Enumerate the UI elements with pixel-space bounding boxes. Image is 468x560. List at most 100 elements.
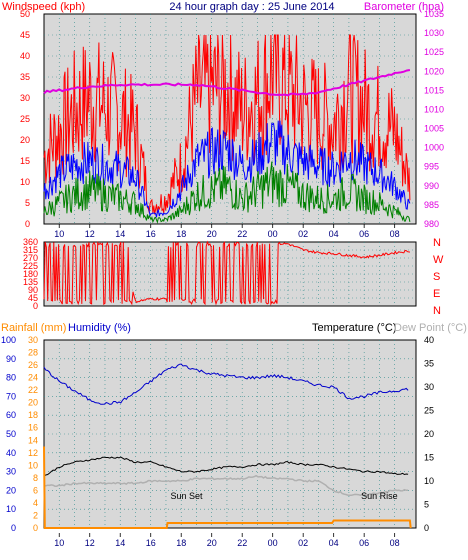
compass-label: W — [433, 254, 444, 266]
rainfall-tick-label: 24 — [28, 373, 38, 383]
wind-x-tick-label: 06 — [359, 229, 369, 239]
temperature-tick-label: 15 — [424, 453, 434, 463]
direction-tick-label: 180 — [23, 269, 38, 279]
barometer-tick-label: 1020 — [424, 66, 444, 76]
rainfall-tick-label: 28 — [28, 348, 38, 358]
humidity-axis-title: Humidity (%) — [68, 322, 131, 334]
wind-series-gust — [43, 34, 411, 215]
temp-x-tick-label: 22 — [237, 538, 247, 548]
wind-series-average — [43, 120, 411, 218]
humidity-tick-label: 40 — [6, 448, 16, 458]
humidity-tick-label: 100 — [1, 335, 16, 345]
temp-x-tick-label: 20 — [207, 538, 217, 548]
compass-label: N — [433, 305, 441, 317]
wind-x-tick-label: 00 — [268, 229, 278, 239]
barometer-tick-label: 1035 — [424, 9, 444, 19]
temperature-line — [43, 456, 409, 477]
direction-tick-label: 225 — [23, 261, 38, 271]
temp-x-tick-label: 14 — [115, 538, 125, 548]
windspeed-tick-label: 5 — [25, 198, 30, 208]
direction-tick-label: 135 — [23, 277, 38, 287]
wind-x-tick-label: 16 — [146, 229, 156, 239]
temperature-tick-label: 10 — [424, 476, 434, 486]
temperature-axis-title: Temperature (°C) — [312, 322, 396, 334]
temp-x-tick-label: 06 — [359, 538, 369, 548]
barometer-tick-label: 980 — [424, 219, 439, 229]
rainfall-tick-label: 20 — [28, 398, 38, 408]
dewpoint-axis-title: Dew Point (°C) — [394, 322, 467, 334]
barometer-tick-label: 985 — [424, 200, 439, 210]
rainfall-tick-label: 26 — [28, 360, 38, 370]
rainfall-tick-label: 30 — [28, 335, 38, 345]
rainfall-line — [43, 446, 412, 529]
rainfall-tick-label: 16 — [28, 423, 38, 433]
temp-x-tick-label: 04 — [329, 538, 339, 548]
wind-x-tick-label: 08 — [390, 229, 400, 239]
humidity-tick-label: 60 — [6, 410, 16, 420]
compass-label: N — [433, 237, 441, 249]
temperature-tick-label: 35 — [424, 359, 434, 369]
barometer-axis-title: Barometer (hpa) — [364, 1, 444, 13]
wind-x-tick-label: 12 — [85, 229, 95, 239]
barometer-tick-label: 1005 — [424, 124, 444, 134]
humidity-tick-label: 90 — [6, 354, 16, 364]
rainfall-tick-label: 10 — [28, 460, 38, 470]
humidity-tick-label: 30 — [6, 467, 16, 477]
wind-x-tick-label: 04 — [329, 229, 339, 239]
windspeed-tick-label: 50 — [20, 9, 30, 19]
wind-x-tick-label: 18 — [176, 229, 186, 239]
wind-series-low — [43, 161, 411, 224]
temp-x-tick-label: 10 — [54, 538, 64, 548]
temperature-tick-label: 0 — [424, 523, 429, 533]
dew-point-line — [43, 474, 409, 497]
direction-tick-label: 315 — [23, 245, 38, 255]
temp-x-tick-label: 00 — [268, 538, 278, 548]
windspeed-tick-label: 10 — [20, 177, 30, 187]
barometer-tick-label: 990 — [424, 181, 439, 191]
temperature-tick-label: 20 — [424, 429, 434, 439]
wind-x-tick-label: 20 — [207, 229, 217, 239]
temperature-tick-label: 40 — [424, 335, 434, 345]
chart-title: 24 hour graph day : 25 June 2014 — [169, 1, 334, 13]
temp-x-tick-label: 02 — [298, 538, 308, 548]
compass-label: E — [433, 288, 440, 300]
humidity-tick-label: 80 — [6, 373, 16, 383]
wind-x-tick-label: 10 — [54, 229, 64, 239]
sun-set-annotation: Sun Set — [171, 491, 204, 501]
windspeed-tick-label: 20 — [20, 135, 30, 145]
windspeed-tick-label: 0 — [25, 219, 30, 229]
temperature-tick-label: 5 — [424, 500, 429, 510]
rainfall-tick-label: 8 — [33, 473, 38, 483]
barometer-line — [43, 69, 411, 97]
rainfall-axis-title: Rainfall (mm) — [1, 322, 66, 334]
temp-x-tick-label: 16 — [146, 538, 156, 548]
rainfall-tick-label: 22 — [28, 385, 38, 395]
temp-x-tick-label: 12 — [85, 538, 95, 548]
windspeed-tick-label: 40 — [20, 51, 30, 61]
windspeed-axis-title: Windspeed (kph) — [2, 1, 85, 13]
barometer-tick-label: 995 — [424, 162, 439, 172]
rainfall-tick-label: 12 — [28, 448, 38, 458]
rainfall-tick-label: 2 — [33, 510, 38, 520]
windspeed-tick-label: 35 — [20, 72, 30, 82]
humidity-tick-label: 0 — [11, 523, 16, 533]
temp-x-tick-label: 08 — [390, 538, 400, 548]
barometer-tick-label: 1015 — [424, 85, 444, 95]
rainfall-tick-label: 4 — [33, 498, 38, 508]
direction-tick-label: 360 — [23, 237, 38, 247]
rainfall-tick-label: 6 — [33, 485, 38, 495]
direction-tick-label: 45 — [28, 293, 38, 303]
humidity-tick-label: 50 — [6, 429, 16, 439]
direction-tick-label: 90 — [28, 285, 38, 295]
temperature-tick-label: 25 — [424, 406, 434, 416]
sun-rise-annotation: Sun Rise — [361, 491, 398, 501]
barometer-tick-label: 1010 — [424, 104, 444, 114]
barometer-tick-label: 1025 — [424, 47, 444, 57]
humidity-line — [43, 363, 409, 405]
windspeed-tick-label: 30 — [20, 93, 30, 103]
wind-direction-line — [43, 240, 410, 306]
direction-tick-label: 270 — [23, 253, 38, 263]
compass-label: S — [433, 271, 440, 283]
direction-tick-label: 0 — [33, 301, 38, 311]
